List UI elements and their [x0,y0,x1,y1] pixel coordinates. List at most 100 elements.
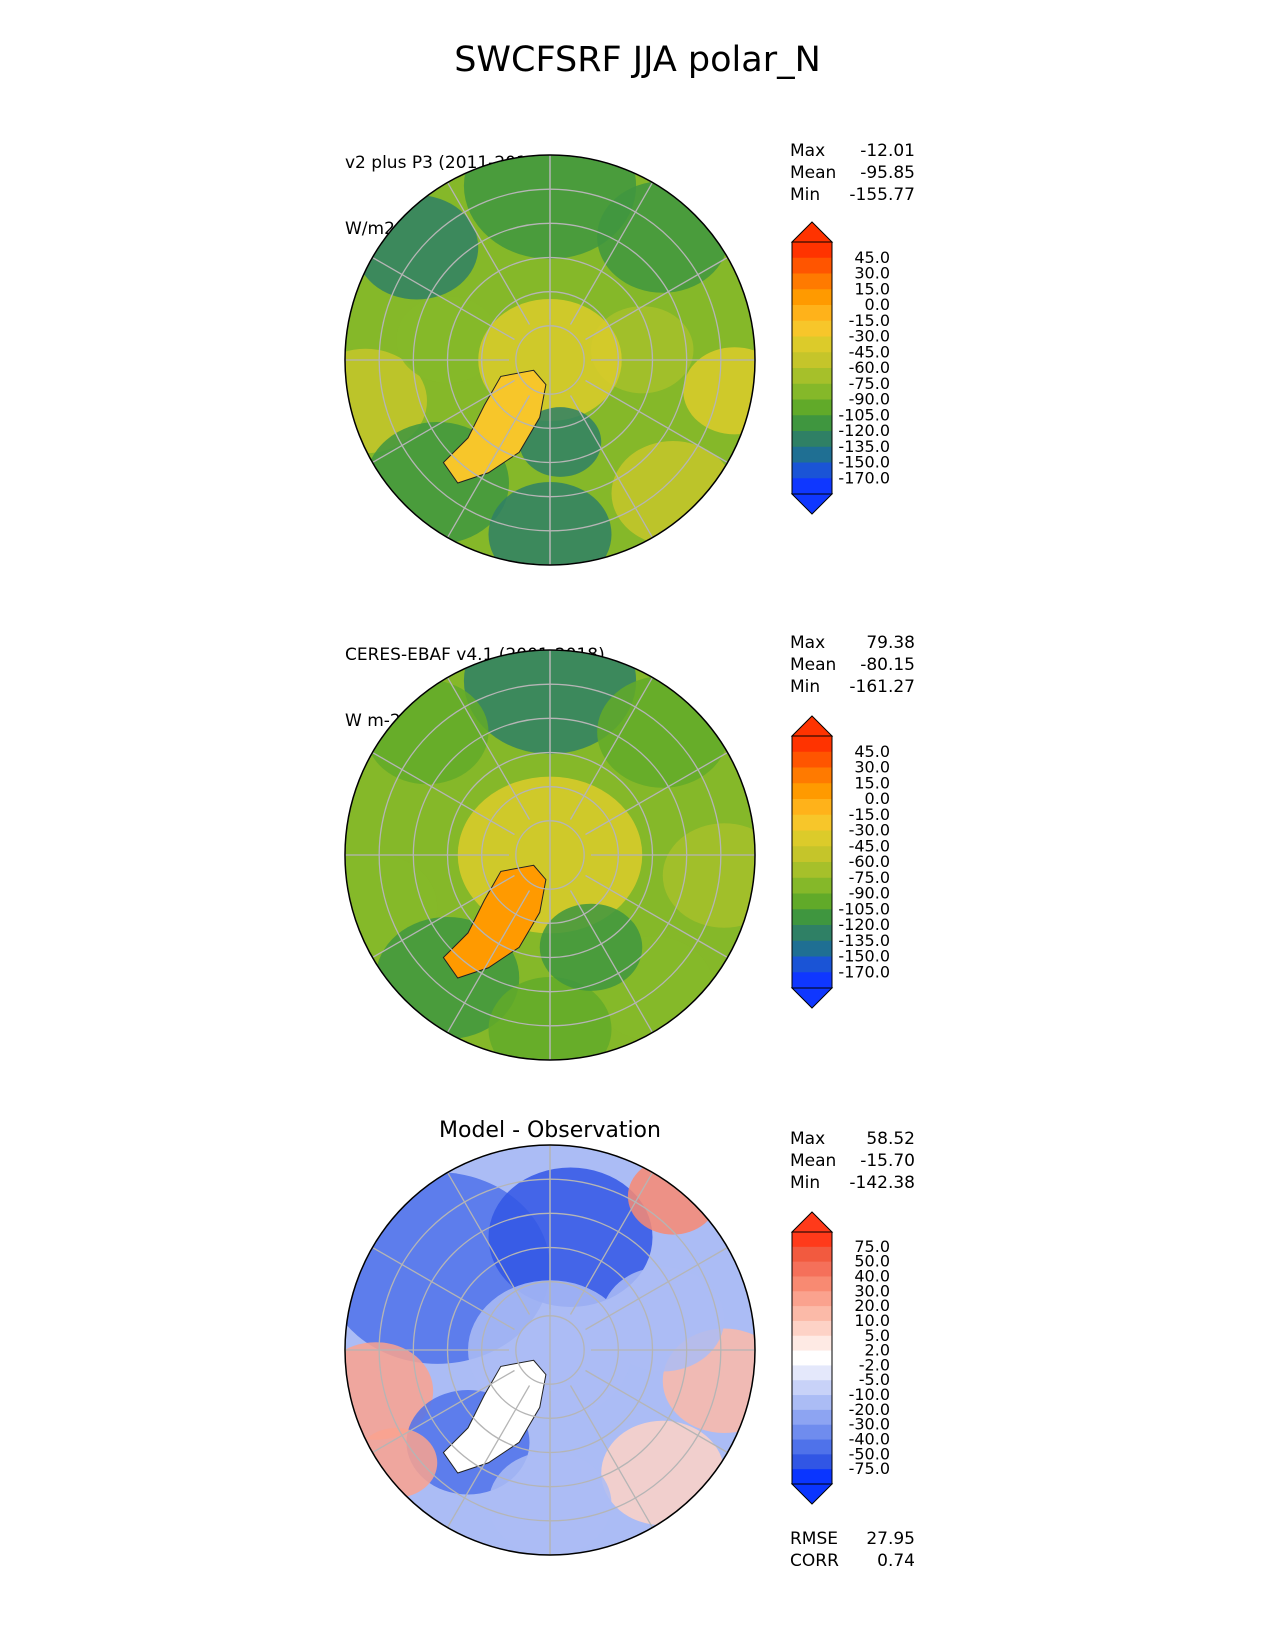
longitude-gridline [446,890,531,1033]
metric-row: CORR 0.74 [790,1551,915,1571]
polar-map-difference [344,1144,756,1556]
colorbar-tick-label: -10.0 [849,1385,890,1404]
longitude-gridline [585,1369,728,1454]
colorbar-tick-label: -170.0 [838,962,890,981]
stat-row: Mean -95.85 [790,163,915,183]
colorbar-model: 45.030.015.00.0-15.0-30.0-45.0-60.0-75.0… [790,221,890,515]
longitude-gridline [446,1172,531,1315]
longitude-gridline [569,890,654,1033]
metric-row: RMSE 27.95 [790,1529,915,1549]
colorbar-tick-label: -40.0 [849,1430,890,1449]
colorbar-extend-bottom [790,1483,834,1505]
colorbar-segment [792,940,832,957]
colorbar-segment [792,736,832,753]
polar-map-observation [344,649,756,1061]
colorbar-segment [792,368,832,385]
colorbar-tick-label: -30.0 [849,327,890,346]
longitude-gridline [446,395,531,538]
colorbar-tick-label: -5.0 [859,1370,890,1389]
colorbar-segment [792,1335,832,1352]
colorbar-segment [792,305,832,322]
colorbar-tick-label: 2.0 [865,1341,890,1360]
colorbar-difference: 75.050.040.030.020.010.05.02.0-2.0-5.0-1… [790,1211,890,1505]
colorbar-tick-label: -135.0 [838,437,890,456]
colorbar-segment [792,1424,832,1441]
map-field-patch [597,676,729,788]
longitude-gridline [372,1369,515,1454]
colorbar-tick-label: 0.0 [865,789,890,808]
map-field-patch [345,348,427,454]
colorbar-segment [792,242,832,259]
colorbar-segment [792,830,832,847]
colorbar-segment [792,1439,832,1455]
colorbar-tick-label: -135.0 [838,931,890,950]
colorbar-segment [792,1291,832,1307]
colorbar-segment [792,956,832,973]
colorbar-segment [792,336,832,353]
colorbar-segment [792,1350,832,1366]
colorbar-tick-label: -15.0 [849,805,890,824]
colorbar-segment [792,846,832,863]
colorbar-tick-label: -30.0 [849,1415,890,1434]
colorbar-segment [792,1306,832,1322]
colorbar-tick-label: -60.0 [849,358,890,377]
figure-title: SWCFSRF JJA polar_N [454,40,821,80]
stat-row: Min -155.77 [790,185,915,205]
colorbar-segment [792,1380,832,1396]
longitude-gridline [569,182,654,325]
greenland-shape [442,1359,547,1474]
colorbar-segment [792,1469,832,1485]
colorbar-segment [792,1276,832,1292]
map-boundary [344,649,756,1061]
map-field-patch [601,1420,725,1526]
map-field-patch [662,823,755,928]
colorbar-extend-bottom [790,987,834,1009]
colorbar-tick-label: 40.0 [854,1266,890,1285]
colorbar-tick-label: -120.0 [838,915,890,934]
colorbar-tick-label: 30.0 [854,1281,890,1300]
colorbar-extend-top [790,221,834,243]
colorbar-segment [792,1232,832,1248]
polar-map-model [344,154,756,566]
colorbar-frame [791,1231,833,1485]
longitude-gridline [446,1385,531,1528]
stat-row: Max -12.01 [790,141,915,161]
map-field-patch [539,903,643,991]
longitude-gridline [569,395,654,538]
panel2-stats: Max 79.38 Mean -80.15 Min -161.27 [790,632,915,698]
colorbar-segment [792,1261,832,1277]
longitude-gridline [569,677,654,820]
map-field-patch [396,295,499,384]
map-field-patch [601,1266,725,1372]
colorbar-tick-label: -120.0 [838,421,890,440]
longitude-gridline [372,379,515,464]
colorbar-tick-label: -60.0 [849,852,890,871]
colorbar-tick-label: -90.0 [849,884,890,903]
longitude-gridline [372,874,515,959]
colorbar-tick-label: 10.0 [854,1311,890,1330]
colorbar-tick-label: -75.0 [849,868,890,887]
colorbar-tick-label: -50.0 [849,1444,890,1463]
panel3-stats: Max 58.52 Mean -15.70 Min -142.38 [790,1128,915,1194]
map-field-patch [611,440,735,546]
map-boundary [344,1144,756,1556]
panel1-stats: Max -12.01 Mean -95.85 Min -155.77 [790,140,915,206]
colorbar-observation: 45.030.015.00.0-15.0-30.0-45.0-60.0-75.0… [790,715,890,1009]
colorbar-frame [791,241,833,495]
colorbar-segment [792,877,832,894]
colorbar-tick-label: 30.0 [854,758,890,777]
colorbar-tick-label: 15.0 [854,279,890,298]
stat-row: Min -142.38 [790,1173,915,1193]
colorbar-extend-top [790,1211,834,1233]
longitude-gridline [372,751,515,836]
colorbar-segment [792,767,832,784]
colorbar-tick-label: -90.0 [849,390,890,409]
colorbar-segment [792,383,832,400]
colorbar-segment [792,257,832,274]
colorbar-segment [792,925,832,942]
map-boundary [344,154,756,566]
colorbar-extend-bottom [790,493,834,515]
colorbar-tick-label: -170.0 [838,468,890,487]
longitude-gridline [585,751,728,836]
map-field-patch [519,407,602,477]
